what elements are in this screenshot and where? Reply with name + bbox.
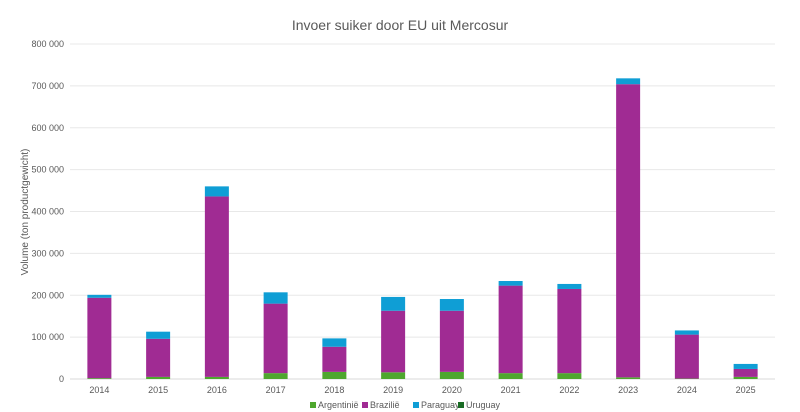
x-tick-label: 2025 [736, 385, 756, 395]
y-tick-label: 700 000 [31, 81, 64, 91]
legend-label: Paraguay [421, 400, 460, 410]
legend-swatch-paraguay [413, 402, 419, 408]
y-tick-label: 500 000 [31, 165, 64, 175]
y-tick-label: 800 000 [31, 39, 64, 49]
y-tick-label: 300 000 [31, 248, 64, 258]
x-tick-label: 2024 [677, 385, 697, 395]
x-tick-label: 2015 [148, 385, 168, 395]
bar-segment-2022-paraguay [557, 283, 582, 289]
bar-segment-2021-brazilië [498, 285, 523, 374]
x-tick-label: 2019 [383, 385, 403, 395]
y-tick-label: 100 000 [31, 332, 64, 342]
legend-label: Brazilië [370, 400, 400, 410]
chart-title: Invoer suiker door EU uit Mercosur [292, 17, 509, 33]
bar-segment-2018-argentinië [322, 371, 347, 379]
bar-segment-2016-brazilië [204, 196, 229, 377]
bar-segment-2020-argentinië [439, 371, 464, 379]
legend-label: Uruguay [466, 400, 501, 410]
bar-segment-2016-argentinië [204, 376, 229, 379]
bar-segment-2015-argentinië [146, 376, 171, 379]
bar-segment-2023-argentinië [616, 377, 641, 379]
x-tick-label: 2021 [501, 385, 521, 395]
bar-segment-2021-argentinië [498, 373, 523, 379]
bar-segment-2018-brazilië [322, 346, 347, 372]
bar-segment-2025-paraguay [733, 363, 758, 369]
bar-segment-2017-argentinië [263, 373, 288, 379]
bar-segment-2015-paraguay [146, 331, 171, 339]
bar-segment-2017-brazilië [263, 303, 288, 374]
bar-segment-2021-paraguay [498, 281, 523, 286]
bar-segment-2023-brazilië [616, 84, 641, 378]
bar-segment-2019-brazilië [381, 310, 406, 373]
bar-segment-2014-argentinië [87, 378, 112, 379]
bar-segment-2019-paraguay [381, 296, 406, 311]
y-tick-label: 600 000 [31, 123, 64, 133]
bar-segment-2022-argentinië [557, 373, 582, 379]
legend-swatch-argentinië [310, 402, 316, 408]
bar-segment-2014-brazilië [87, 297, 112, 379]
bar-segment-2020-brazilië [439, 310, 464, 372]
x-tick-label: 2023 [618, 385, 638, 395]
bar-segment-2022-brazilië [557, 288, 582, 374]
bar-segment-2016-paraguay [204, 186, 229, 197]
bar-segment-2024-brazilië [674, 334, 699, 379]
y-tick-label: 400 000 [31, 207, 64, 217]
x-tick-label: 2016 [207, 385, 227, 395]
y-tick-label: 200 000 [31, 290, 64, 300]
legend-swatch-brazilië [362, 402, 368, 408]
bar-segment-2025-argentinië [733, 376, 758, 379]
legend-label: Argentinië [318, 400, 359, 410]
legend-swatch-uruguay [458, 402, 464, 408]
x-tick-label: 2017 [266, 385, 286, 395]
x-tick-label: 2022 [559, 385, 579, 395]
bar-segment-2020-paraguay [439, 299, 464, 311]
bar-segment-2014-paraguay [87, 294, 112, 298]
bar-segment-2018-paraguay [322, 338, 347, 347]
bar-segment-2023-paraguay [616, 78, 641, 85]
x-tick-label: 2020 [442, 385, 462, 395]
x-tick-label: 2014 [89, 385, 109, 395]
y-tick-label: 0 [59, 374, 64, 384]
bar-segment-2024-paraguay [674, 330, 699, 335]
bar-segment-2019-argentinië [381, 372, 406, 379]
bar-segment-2025-brazilië [733, 368, 758, 377]
bar-segment-2015-brazilië [146, 338, 171, 377]
y-axis-label: Volume (ton productgewicht) [20, 149, 31, 276]
bar-segment-2017-paraguay [263, 292, 288, 304]
x-tick-label: 2018 [324, 385, 344, 395]
